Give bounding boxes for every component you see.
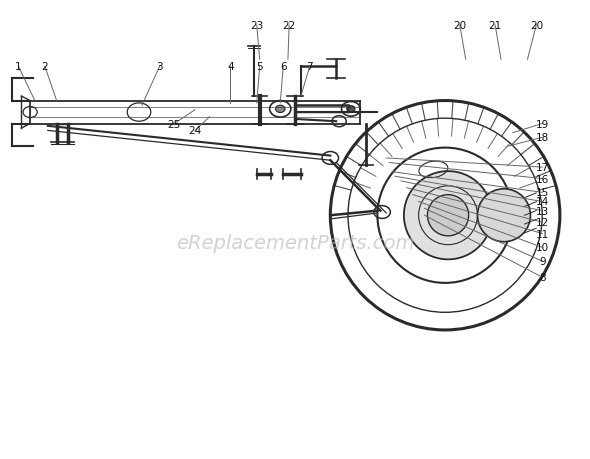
Text: 3: 3 bbox=[156, 62, 163, 72]
Text: 22: 22 bbox=[283, 21, 296, 31]
Ellipse shape bbox=[477, 190, 530, 242]
Text: eReplacementParts.com: eReplacementParts.com bbox=[176, 234, 414, 253]
Text: 20: 20 bbox=[530, 21, 543, 31]
Ellipse shape bbox=[404, 172, 492, 260]
Circle shape bbox=[276, 106, 285, 113]
Text: 25: 25 bbox=[168, 119, 181, 129]
Text: 12: 12 bbox=[536, 218, 549, 228]
Text: 1: 1 bbox=[15, 62, 22, 72]
Text: 18: 18 bbox=[536, 133, 549, 143]
Text: 5: 5 bbox=[257, 62, 263, 72]
Text: 11: 11 bbox=[536, 229, 549, 239]
Text: 21: 21 bbox=[489, 21, 502, 31]
Text: 16: 16 bbox=[536, 174, 549, 184]
Text: 2: 2 bbox=[41, 62, 48, 72]
Text: 14: 14 bbox=[536, 197, 549, 207]
Text: 15: 15 bbox=[536, 188, 549, 198]
Text: 7: 7 bbox=[306, 62, 313, 72]
Ellipse shape bbox=[427, 195, 468, 236]
Text: 10: 10 bbox=[536, 243, 549, 253]
Text: 8: 8 bbox=[539, 273, 546, 283]
Text: 4: 4 bbox=[227, 62, 234, 72]
Text: 17: 17 bbox=[536, 163, 549, 173]
Text: 23: 23 bbox=[250, 21, 263, 31]
Text: 19: 19 bbox=[536, 119, 549, 129]
Text: 24: 24 bbox=[188, 126, 202, 136]
Text: 9: 9 bbox=[539, 257, 546, 267]
Text: 6: 6 bbox=[280, 62, 287, 72]
Text: 20: 20 bbox=[453, 21, 466, 31]
Text: 13: 13 bbox=[536, 206, 549, 216]
Circle shape bbox=[347, 106, 355, 113]
